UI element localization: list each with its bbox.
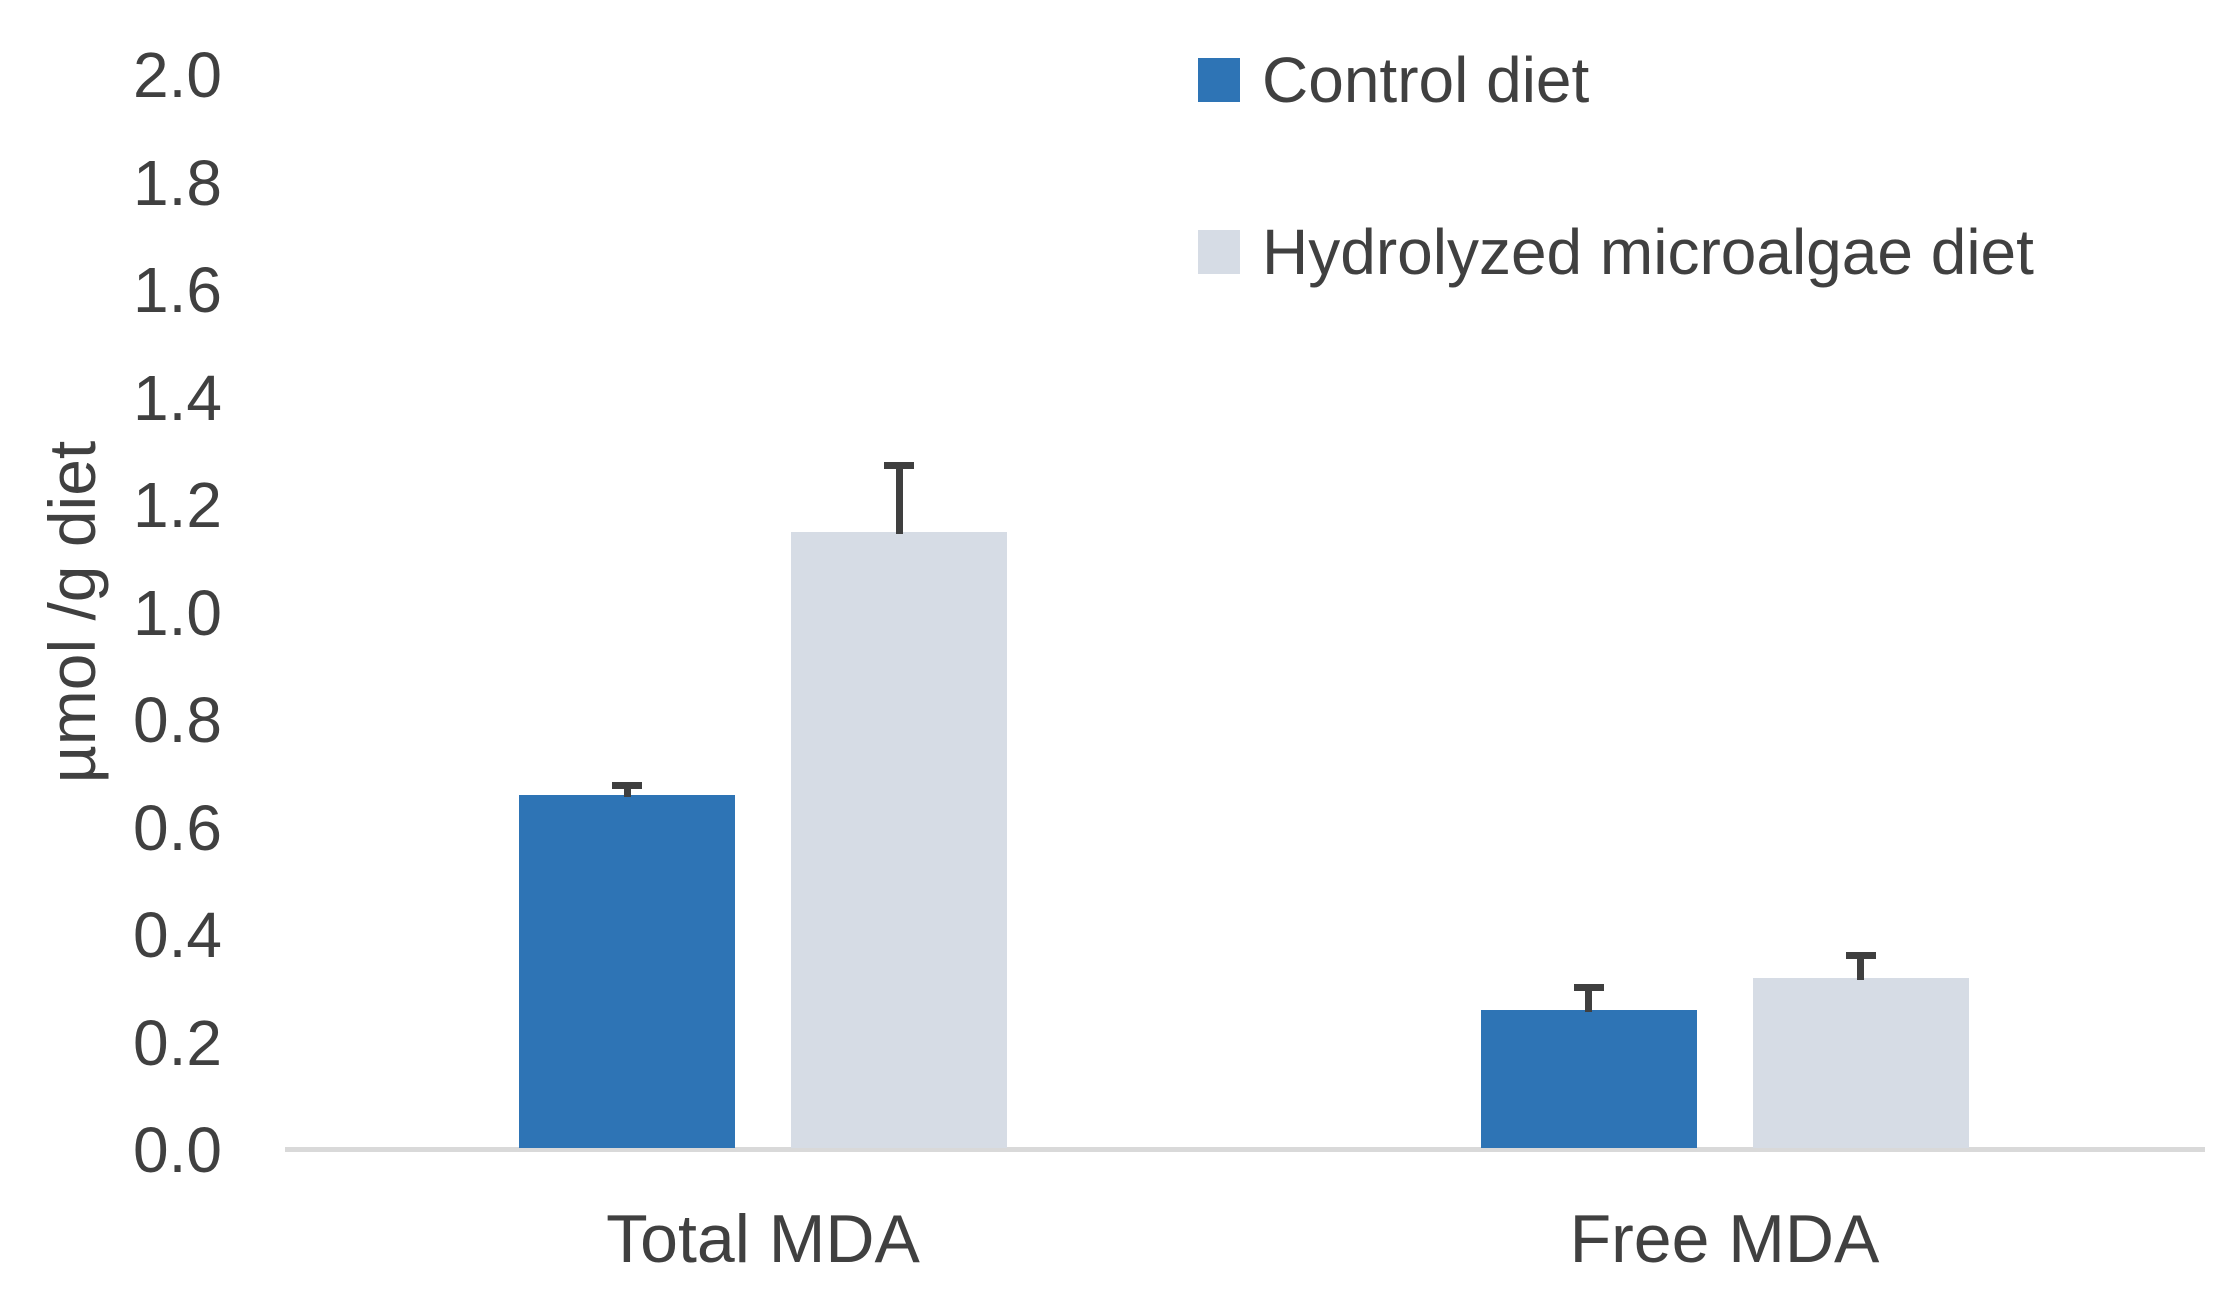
x-category-label-total-mda: Total MDA [606,1201,920,1277]
bar-hydrolyzed-microalgae-diet-free-mda [1752,978,1969,1148]
legend-label-control-diet: Control diet [1262,44,1590,116]
x-category-label-free-mda: Free MDA [1569,1201,1880,1277]
y-tick-label-0.4: 0.4 [133,899,222,971]
legend-swatch-control-diet [1198,58,1240,102]
legend-swatch-hydrolyzed-microalgae-diet [1198,230,1240,274]
bar-control-diet-total-mda [519,795,735,1148]
y-tick-label-0.8: 0.8 [133,684,222,756]
y-tick-label-1.2: 1.2 [133,469,222,541]
error-bar-stem-control-diet-free-mda [1585,988,1592,1013]
legend-item-control-diet: Control diet [1198,35,1589,125]
error-bar-stem-control-diet-total-mda [623,787,631,798]
error-bar-cap-control-diet-total-mda [612,782,642,790]
x-axis-line [285,1147,2205,1152]
y-tick-label-0.0: 0.0 [133,1114,222,1186]
error-bar-cap-hydrolyzed-microalgae-diet-total-mda [884,462,914,470]
legend-item-hydrolyzed-microalgae-diet: Hydrolyzed microalgae diet [1198,207,2034,297]
error-bar-cap-hydrolyzed-microalgae-diet-free-mda [1845,951,1876,959]
y-tick-label-1.6: 1.6 [133,254,222,326]
bar-control-diet-free-mda [1480,1010,1697,1148]
y-tick-label-2.0: 2.0 [133,39,222,111]
y-tick-label-0.2: 0.2 [133,1006,222,1079]
y-tick-label-1.8: 1.8 [133,146,222,219]
y-tick-label-0.6: 0.6 [133,791,222,864]
bar-hydrolyzed-microalgae-diet-total-mda [791,531,1007,1148]
y-tick-label-1.4: 1.4 [133,361,222,434]
error-bar-stem-hydrolyzed-microalgae-diet-free-mda [1857,956,1864,980]
legend-label-hydrolyzed-microalgae-diet: Hydrolyzed microalgae diet [1262,216,2034,288]
y-tick-label-1.0: 1.0 [133,576,222,649]
error-bar-cap-control-diet-free-mda [1573,983,1604,991]
error-bar-stem-hydrolyzed-microalgae-diet-total-mda [895,467,903,534]
